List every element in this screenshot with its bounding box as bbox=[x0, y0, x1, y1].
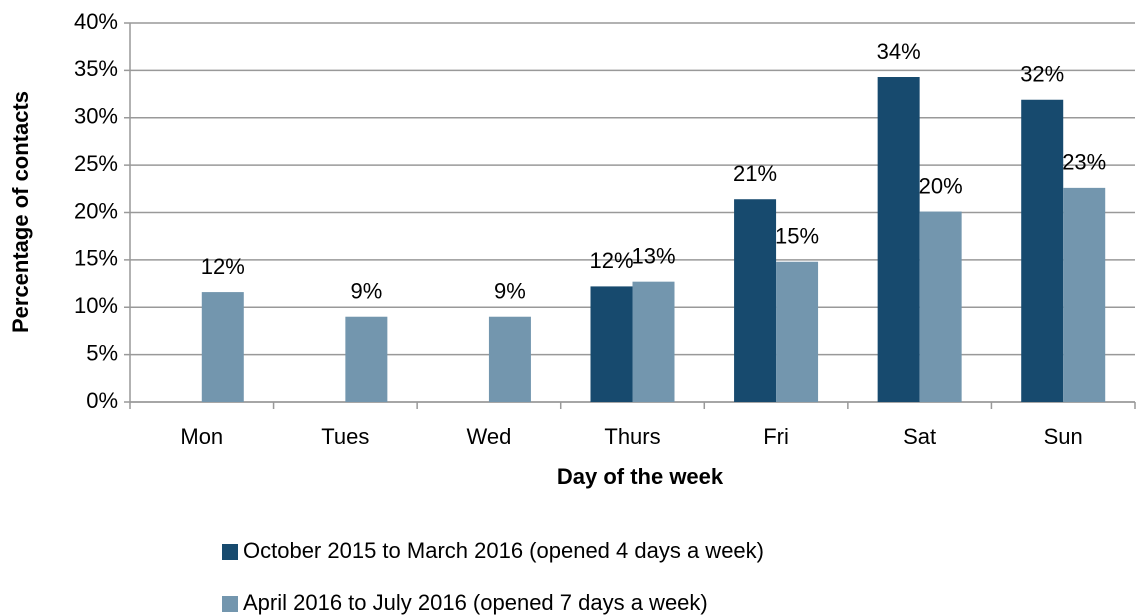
x-tick-label: Fri bbox=[763, 424, 789, 449]
bar bbox=[1063, 187, 1106, 402]
y-tick-label: 25% bbox=[74, 151, 118, 176]
data-label: 15% bbox=[775, 224, 819, 249]
legend-swatch bbox=[222, 544, 238, 560]
x-axis-title: Day of the week bbox=[557, 464, 724, 489]
data-label: 12% bbox=[589, 248, 633, 273]
y-tick-label: 10% bbox=[74, 293, 118, 318]
data-label: 13% bbox=[631, 243, 675, 268]
x-tick-label: Sun bbox=[1044, 424, 1083, 449]
data-label: 34% bbox=[877, 39, 921, 64]
data-label: 12% bbox=[201, 254, 245, 279]
y-axis-title: Percentage of contacts bbox=[8, 91, 33, 333]
bar bbox=[776, 261, 819, 402]
data-label: 21% bbox=[733, 161, 777, 186]
bar bbox=[345, 316, 388, 402]
y-tick-label: 15% bbox=[74, 246, 118, 271]
x-tick-label: Sat bbox=[903, 424, 936, 449]
data-label: 20% bbox=[919, 173, 963, 198]
bar bbox=[877, 77, 920, 402]
bar bbox=[919, 211, 962, 402]
bar bbox=[632, 281, 675, 402]
y-tick-label: 5% bbox=[86, 340, 118, 365]
legend-swatch bbox=[222, 596, 238, 612]
x-tick-label: Wed bbox=[467, 424, 512, 449]
data-label: 23% bbox=[1062, 150, 1106, 175]
y-tick-label: 35% bbox=[74, 56, 118, 81]
y-tick-label: 0% bbox=[86, 388, 118, 413]
legend-label: April 2016 to July 2016 (opened 7 days a… bbox=[243, 590, 708, 615]
bar bbox=[734, 199, 777, 402]
legend-label: October 2015 to March 2016 (opened 4 day… bbox=[243, 538, 764, 563]
bar bbox=[201, 292, 244, 402]
bar bbox=[1021, 99, 1064, 402]
y-tick-label: 40% bbox=[74, 9, 118, 34]
x-tick-label: Mon bbox=[180, 424, 223, 449]
bar bbox=[488, 316, 531, 402]
data-label: 9% bbox=[350, 279, 382, 304]
bar bbox=[590, 286, 633, 402]
y-tick-label: 30% bbox=[74, 104, 118, 129]
y-tick-label: 20% bbox=[74, 198, 118, 223]
x-tick-label: Tues bbox=[321, 424, 369, 449]
data-label: 32% bbox=[1020, 62, 1064, 87]
data-label: 9% bbox=[494, 279, 526, 304]
x-tick-label: Thurs bbox=[604, 424, 660, 449]
